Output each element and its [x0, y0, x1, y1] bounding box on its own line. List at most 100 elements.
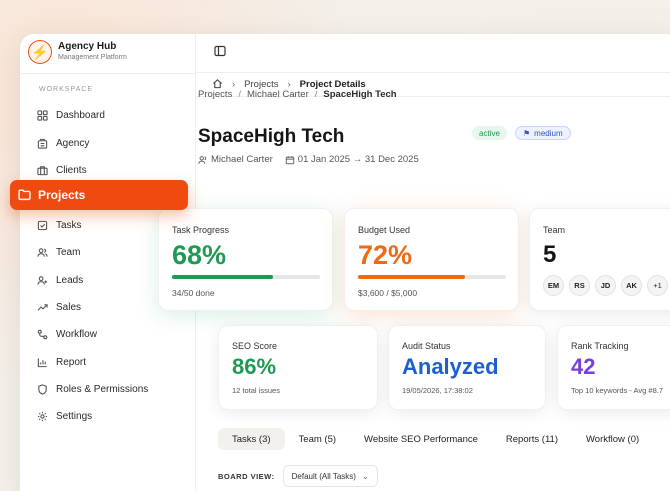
task-progress-card: Task Progress 68% 34/50 done	[158, 208, 333, 311]
calendar-icon	[285, 155, 295, 164]
sidebar-item-leads[interactable]: Leads	[20, 266, 196, 293]
board-view: BOARD VIEW: Default (All Tasks) ⌄	[218, 465, 378, 487]
shield-icon	[36, 383, 49, 396]
card-subtext: Top 10 keywords - Avg #8.7	[571, 386, 663, 395]
avatar[interactable]: RS	[569, 275, 590, 296]
workflow-icon	[36, 328, 49, 341]
sidebar-item-agency[interactable]: Agency	[20, 129, 196, 156]
sidebar-item-label: Sales	[56, 301, 82, 313]
home-icon[interactable]	[212, 78, 223, 92]
sidebar-item-label: Settings	[56, 411, 93, 423]
card-subtext: 19/05/2026, 17:38:02	[402, 386, 473, 395]
sidebar-toggle-icon[interactable]	[214, 44, 226, 62]
flag-icon: ⚑	[523, 128, 531, 138]
audit-status-card: Audit Status Analyzed 19/05/2026, 17:38:…	[388, 325, 546, 410]
avatar-more[interactable]: +1	[647, 275, 668, 296]
card-subtext: $3,600 / $5,000	[358, 288, 418, 298]
users-icon	[198, 155, 207, 164]
card-value: 86%	[232, 354, 277, 379]
sidebar-item-dashboard[interactable]: Dashboard	[20, 102, 196, 129]
breadcrumb-chevron-icon: ›	[287, 79, 291, 90]
sidebar-item-label: Roles & Permissions	[56, 384, 149, 396]
sidebar-item-label: Tasks	[56, 219, 82, 231]
sidebar-item-label: Agency	[56, 137, 90, 149]
owner-name: Michael Carter	[211, 154, 273, 165]
card-value: 5	[543, 241, 557, 268]
breadcrumb-chevron-icon: ›	[232, 79, 236, 90]
date-range-text: 01 Jan 2025 → 31 Dec 2025	[297, 154, 419, 165]
content-breadcrumb-current: SpaceHigh Tech	[323, 89, 397, 100]
card-value: 72%	[358, 240, 413, 270]
sidebar-item-clients[interactable]: Clients	[20, 157, 196, 184]
breadcrumb-separator: /	[314, 89, 318, 100]
sidebar-item-tasks[interactable]: Tasks	[20, 212, 196, 239]
brand-title: Agency Hub	[58, 41, 117, 52]
top-bar	[196, 34, 670, 73]
bar-chart-icon	[36, 356, 49, 369]
avatar[interactable]: EM	[543, 275, 564, 296]
sidebar-item-label: Team	[56, 247, 81, 259]
chevron-down-icon: ⌄	[361, 471, 369, 481]
sidebar-item-settings[interactable]: Settings	[20, 403, 196, 430]
card-label: Budget Used	[358, 225, 411, 235]
card-value: Analyzed	[402, 354, 499, 379]
card-label: Task Progress	[172, 225, 230, 235]
board-view-label: BOARD VIEW:	[218, 471, 275, 481]
briefcase-icon	[36, 164, 49, 177]
card-label: Rank Tracking	[571, 341, 629, 351]
owner: Michael Carter	[198, 154, 273, 165]
sidebar-item-team[interactable]: Team	[20, 239, 196, 266]
tab-workflow[interactable]: Workflow (0)	[586, 433, 640, 445]
trending-up-icon	[36, 301, 49, 314]
avatar[interactable]: AK	[621, 275, 642, 296]
board-view-value: Default (All Tasks)	[291, 471, 356, 481]
project-tabs: Tasks (3) Team (5) Website SEO Performan…	[218, 428, 653, 450]
grid-icon	[36, 109, 49, 122]
sidebar-item-label: Workflow	[56, 329, 97, 341]
progress-bar-fill	[172, 275, 273, 279]
breadcrumb-link-projects[interactable]: Projects	[244, 79, 279, 90]
building-icon	[36, 137, 49, 150]
budget-used-card: Budget Used 72% $3,600 / $5,000	[344, 208, 519, 311]
bolt-icon: ⚡	[28, 40, 52, 64]
sidebar-divider	[20, 73, 196, 74]
brand-subtitle: Management Platform	[58, 54, 127, 61]
user-plus-icon	[36, 274, 49, 287]
sidebar-item-workflow[interactable]: Workflow	[20, 321, 196, 348]
sidebar-item-label: Clients	[56, 164, 87, 176]
card-label: Team	[543, 225, 566, 235]
content-breadcrumb-projects[interactable]: Projects	[198, 89, 233, 100]
tab-website-seo-performance[interactable]: Website SEO Performance	[364, 433, 478, 445]
sidebar-item-label: Leads	[56, 274, 84, 286]
sidebar-item-projects[interactable]: Projects	[10, 180, 188, 210]
project-meta: Michael Carter 01 Jan 2025 → 31 Dec 2025	[198, 154, 419, 165]
sidebar-item-sales[interactable]: Sales	[20, 294, 196, 321]
brand[interactable]: ⚡ Agency Hub Management Platform	[28, 40, 127, 64]
checkbox-icon	[36, 219, 49, 232]
page-title: SpaceHigh Tech	[198, 126, 345, 147]
card-label: Audit Status	[402, 341, 451, 351]
content-breadcrumb-client[interactable]: Michael Carter	[246, 89, 309, 100]
avatar[interactable]: JD	[595, 275, 616, 296]
tab-tasks[interactable]: Tasks (3)	[218, 428, 285, 450]
board-view-select[interactable]: Default (All Tasks) ⌄	[282, 465, 378, 487]
card-value: 68%	[172, 240, 227, 270]
gear-icon	[36, 410, 49, 423]
sidebar-item-report[interactable]: Report	[20, 349, 196, 376]
tab-team[interactable]: Team (5)	[298, 433, 337, 445]
sidebar-item-label: Projects	[38, 188, 86, 202]
seo-score-card: SEO Score 86% 12 total issues	[218, 325, 378, 410]
section-label: WORKSPACE	[39, 86, 93, 93]
team-card: Team 5 EM RS JD AK +1	[529, 208, 670, 311]
card-value: 42	[571, 354, 596, 379]
rank-tracking-card: Rank Tracking 42 Top 10 keywords - Avg #…	[557, 325, 670, 410]
content-breadcrumb: Projects / Michael Carter / SpaceHigh Tech	[198, 89, 397, 100]
breadcrumb: › Projects › Project Details	[196, 73, 670, 97]
priority-label: medium	[534, 128, 563, 138]
tab-reports[interactable]: Reports (11)	[505, 433, 558, 445]
progress-bar	[172, 275, 320, 279]
sidebar-item-label: Report	[56, 356, 87, 368]
sidebar-item-roles-permissions[interactable]: Roles & Permissions	[20, 376, 196, 403]
folder-icon	[18, 188, 32, 202]
date-range: 01 Jan 2025 → 31 Dec 2025	[285, 154, 419, 165]
